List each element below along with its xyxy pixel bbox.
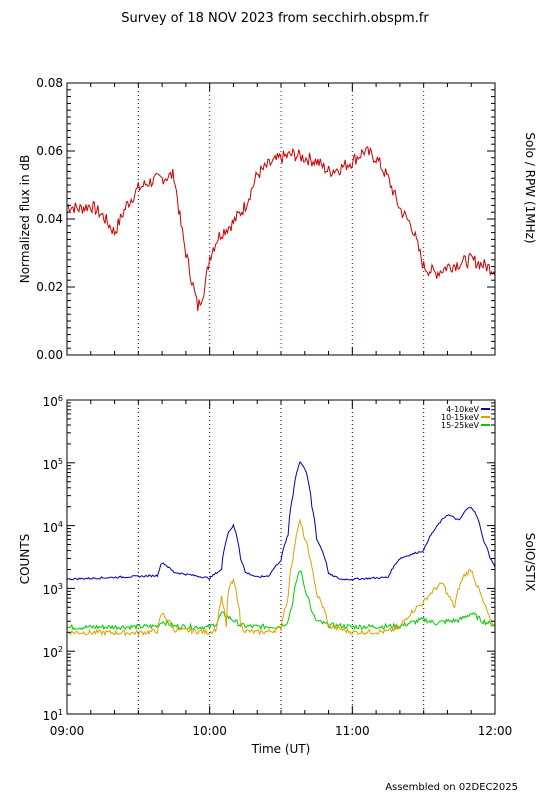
assembled-footer: Assembled on 02DEC2025 xyxy=(385,782,518,793)
rpw-flux-line xyxy=(66,146,496,312)
top-axis-ticks xyxy=(66,82,496,356)
tick-base: 10 xyxy=(42,395,58,409)
legend-label: 10-15keV xyxy=(441,413,480,422)
bottom-y-tick-label: 103 xyxy=(43,580,63,597)
top-y-tick-label: 0.04 xyxy=(36,212,63,226)
tick-base: 10 xyxy=(42,709,58,723)
bottom-y-tick-label: 106 xyxy=(43,392,63,409)
bottom-x-tick-label: 12:00 xyxy=(477,724,513,738)
tick-exponent: 5 xyxy=(57,456,63,466)
tick-exponent: 6 xyxy=(57,394,63,403)
stix-series-lines xyxy=(66,460,496,637)
bottom-y-tick-label: 101 xyxy=(43,706,63,723)
page-title: Survey of 18 NOV 2023 from secchirh.obsp… xyxy=(121,11,429,26)
bottom-y-axis-label: COUNTS xyxy=(18,533,32,585)
tick-base: 10 xyxy=(42,457,58,472)
tick-base: 10 xyxy=(42,520,58,535)
top-y-tick-label: 0.00 xyxy=(36,348,63,362)
legend-label: 15-25keV xyxy=(441,421,480,430)
tick-exponent: 2 xyxy=(57,645,63,655)
tick-base: 10 xyxy=(42,646,58,661)
top-y-tick-label: 0.08 xyxy=(36,76,63,90)
legend-label: 4-10keV xyxy=(446,405,479,414)
tick-exponent: 4 xyxy=(57,519,63,529)
bottom-axis-ticks xyxy=(66,399,496,715)
top-instrument-label: Solo / RPW (1MHz) xyxy=(523,132,537,244)
tick-exponent: 1 xyxy=(57,708,63,717)
series-line-4-10keV xyxy=(66,460,496,581)
top-y-tick-label: 0.02 xyxy=(36,280,63,294)
bottom-y-tick-label: 102 xyxy=(43,643,63,660)
bottom-x-tick-label: 09:00 xyxy=(49,724,85,738)
bottom-x-tick-label: 11:00 xyxy=(335,724,370,738)
series-line-10-15keV xyxy=(66,518,496,637)
tick-base: 10 xyxy=(42,583,58,598)
bottom-vertical-guides xyxy=(137,400,425,714)
top-vertical-guides xyxy=(137,83,425,355)
x-axis-label: Time (UT) xyxy=(251,742,311,756)
tick-exponent: 3 xyxy=(57,582,63,592)
top-y-axis-label: Normalized flux in dB xyxy=(18,154,32,284)
top-y-tick-label: 0.06 xyxy=(36,144,63,158)
bottom-y-tick-label: 104 xyxy=(43,518,63,535)
bottom-y-tick-label: 105 xyxy=(43,455,63,472)
bottom-x-tick-label: 10:00 xyxy=(192,724,227,738)
bottom-instrument-label: SolO/STIX xyxy=(523,532,537,592)
